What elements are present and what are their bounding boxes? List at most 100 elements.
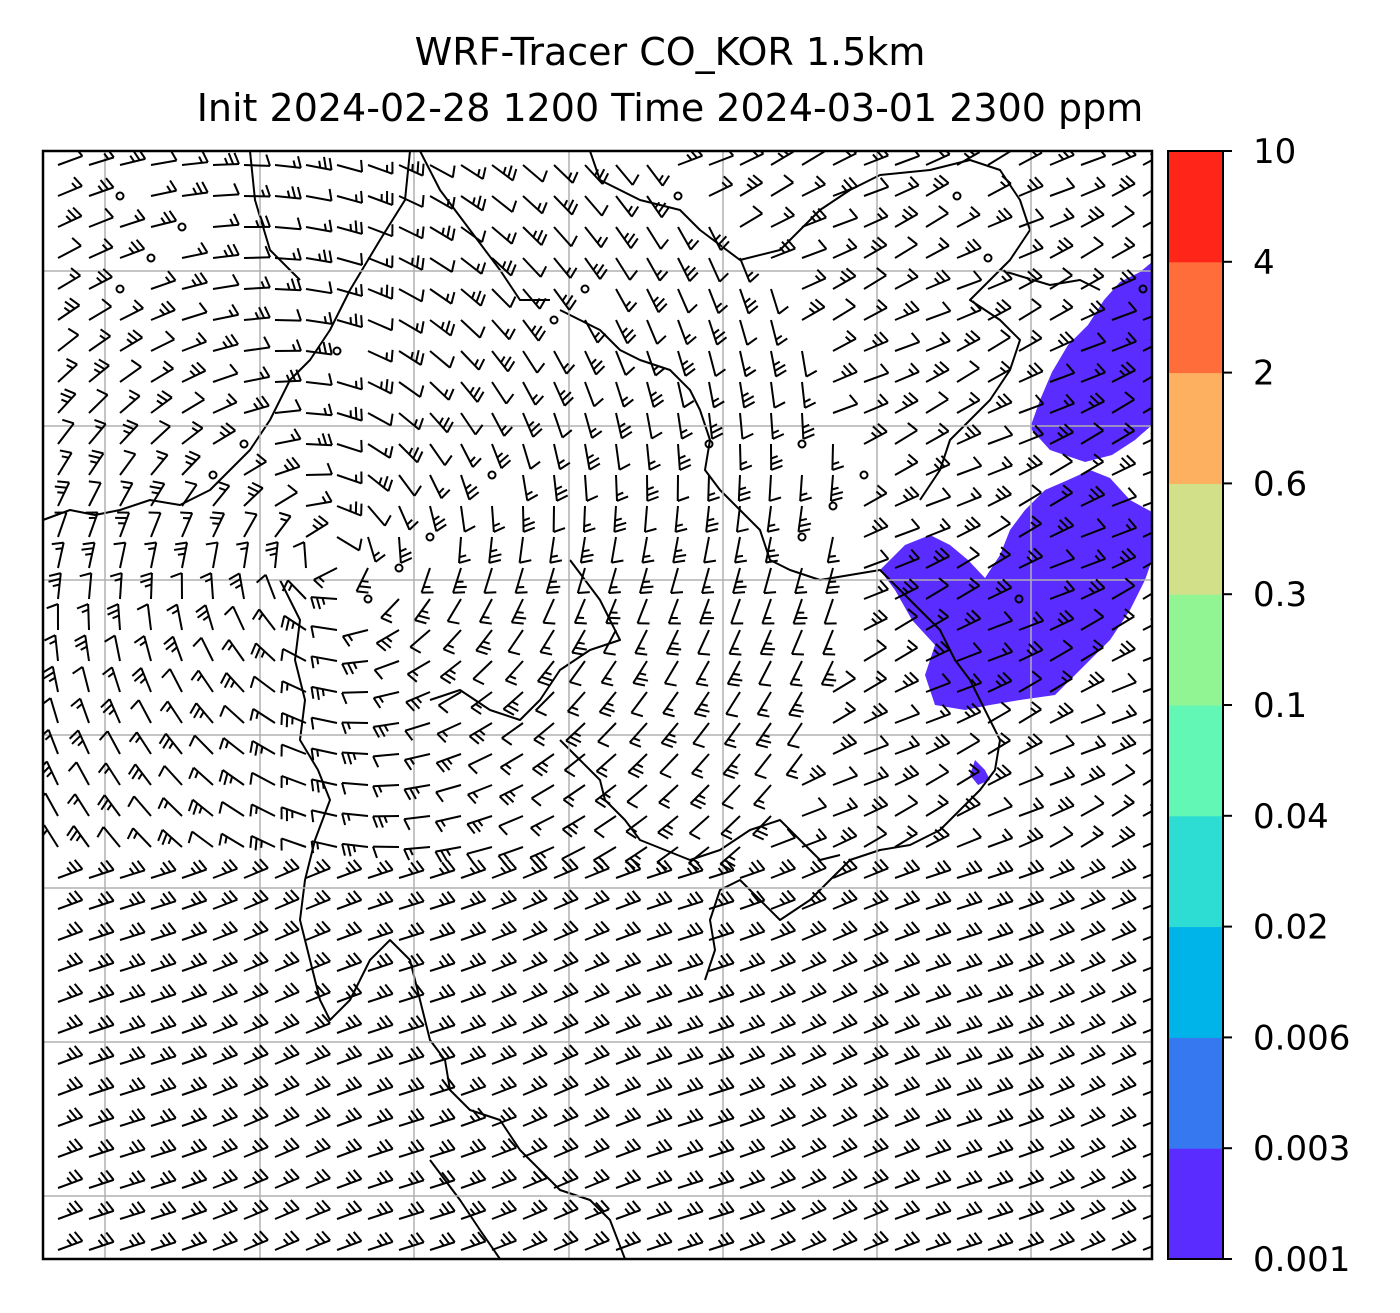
wind-barb-icon — [212, 889, 239, 910]
wind-barb-icon — [708, 381, 725, 409]
wind-barb-icon — [770, 238, 796, 259]
wind-barb-icon — [584, 381, 604, 408]
wind-barb-icon — [739, 1014, 766, 1034]
wind-barb-icon — [708, 922, 735, 941]
wind-barb-icon — [646, 257, 669, 282]
wind-barb-icon — [677, 288, 698, 314]
wind-barb-icon — [1142, 929, 1152, 941]
wind-barb-icon — [1111, 487, 1138, 507]
wind-barb-icon — [956, 546, 980, 569]
map-area — [43, 151, 1152, 1259]
wind-barb-icon — [467, 784, 493, 805]
wind-barb-icon — [1049, 423, 1074, 445]
wind-barb-icon — [832, 1137, 858, 1158]
wind-barb-icon — [658, 784, 679, 810]
wind-barb-icon — [181, 952, 208, 972]
wind-barb-icon — [460, 1076, 487, 1096]
wind-barb-icon — [1080, 1137, 1106, 1158]
wind-barb-icon — [1049, 670, 1073, 693]
wind-barb-icon — [584, 474, 599, 502]
wind-barb-icon — [305, 1199, 331, 1220]
wind-barb-icon — [181, 450, 201, 476]
wind-barbs — [43, 151, 1152, 1251]
wind-barb-icon — [429, 1232, 456, 1251]
wind-barb-icon — [987, 642, 1014, 662]
wind-barb-icon — [522, 412, 543, 438]
wind-barb-icon — [88, 207, 114, 228]
wind-barb-icon — [863, 236, 888, 259]
wind-barb-icon — [181, 361, 207, 383]
wind-barb-icon — [708, 891, 735, 910]
wind-barb-icon — [119, 1015, 146, 1034]
wind-barb-icon — [209, 511, 226, 538]
wind-barb-icon — [336, 471, 363, 485]
wind-barb-icon — [460, 1014, 487, 1034]
wind-barb-icon — [398, 288, 425, 303]
wind-barb-icon — [956, 300, 982, 321]
wind-barb-icon — [1049, 298, 1074, 321]
colorbar-tick-label: 0.6 — [1253, 464, 1307, 504]
wind-barb-icon — [136, 603, 152, 631]
wind-barb-icon — [126, 827, 152, 848]
wind-barb-icon — [243, 245, 271, 259]
wind-barb-icon — [1018, 827, 1044, 848]
wind-barb-icon — [564, 753, 586, 778]
wind-barb-icon — [88, 983, 115, 1003]
wind-barb-icon — [801, 1137, 827, 1158]
wind-barb-icon — [128, 731, 152, 755]
wind-barb-icon — [739, 319, 758, 346]
wind-barb-icon — [615, 350, 636, 376]
wind-barb-icon — [1080, 362, 1106, 383]
wind-barb-icon — [280, 614, 307, 631]
calm-wind-circle-icon — [239, 439, 249, 449]
wind-barb-icon — [310, 625, 338, 639]
wind-barb-icon — [987, 732, 1011, 755]
wind-barb-icon — [367, 1014, 394, 1034]
wind-barb-icon — [553, 288, 577, 311]
wind-barb-icon — [57, 1200, 84, 1220]
wind-barb-icon — [553, 226, 578, 248]
wind-barb-icon — [429, 891, 456, 910]
wind-barb-icon — [956, 486, 982, 507]
wind-barb-icon — [761, 598, 775, 625]
wind-barb-icon — [956, 984, 983, 1003]
wind-barb-icon — [404, 722, 431, 741]
wind-barb-icon — [894, 983, 921, 1003]
wind-barb-icon — [491, 319, 516, 341]
wind-barb-icon — [598, 691, 617, 718]
wind-barb-icon — [677, 891, 704, 910]
wind-barb-icon — [987, 1170, 1014, 1189]
wind-barb-icon — [553, 443, 571, 471]
wind-barb-icon — [832, 920, 858, 941]
wind-barb-icon — [181, 480, 198, 507]
wind-barb-icon — [801, 828, 828, 848]
wind-barb-icon — [522, 505, 536, 533]
wind-barb-icon — [615, 859, 642, 879]
wind-barb-icon — [956, 238, 982, 259]
wind-barb-icon — [1142, 1177, 1152, 1189]
wind-barb-icon — [1080, 332, 1107, 352]
wind-barb-icon — [863, 982, 889, 1003]
wind-barb-icon — [367, 1076, 394, 1096]
wind-barb-icon — [1080, 982, 1106, 1003]
wind-barb-icon — [863, 1137, 889, 1158]
wind-barb-icon — [274, 428, 302, 445]
wind-barb-icon — [429, 443, 453, 466]
wind-barb-icon — [770, 151, 794, 166]
wind-barb-icon — [313, 567, 338, 589]
wind-barb-icon — [274, 339, 302, 352]
wind-barb-icon — [372, 845, 400, 859]
wind-barb-icon — [1111, 858, 1137, 879]
wind-barb-icon — [956, 891, 983, 910]
wind-barb-icon — [688, 815, 710, 840]
wind-barb-icon — [243, 951, 269, 972]
wind-barb-icon — [218, 801, 245, 817]
wind-barb-icon — [1111, 608, 1135, 631]
wind-barb-icon — [305, 1044, 331, 1065]
wind-barb-icon — [832, 889, 858, 910]
wind-barb-icon — [367, 1231, 394, 1251]
wind-barb-icon — [987, 671, 1013, 693]
wind-barb-icon — [615, 288, 638, 313]
wind-barb-icon — [1142, 1115, 1152, 1127]
wind-barb-icon — [57, 1138, 84, 1158]
